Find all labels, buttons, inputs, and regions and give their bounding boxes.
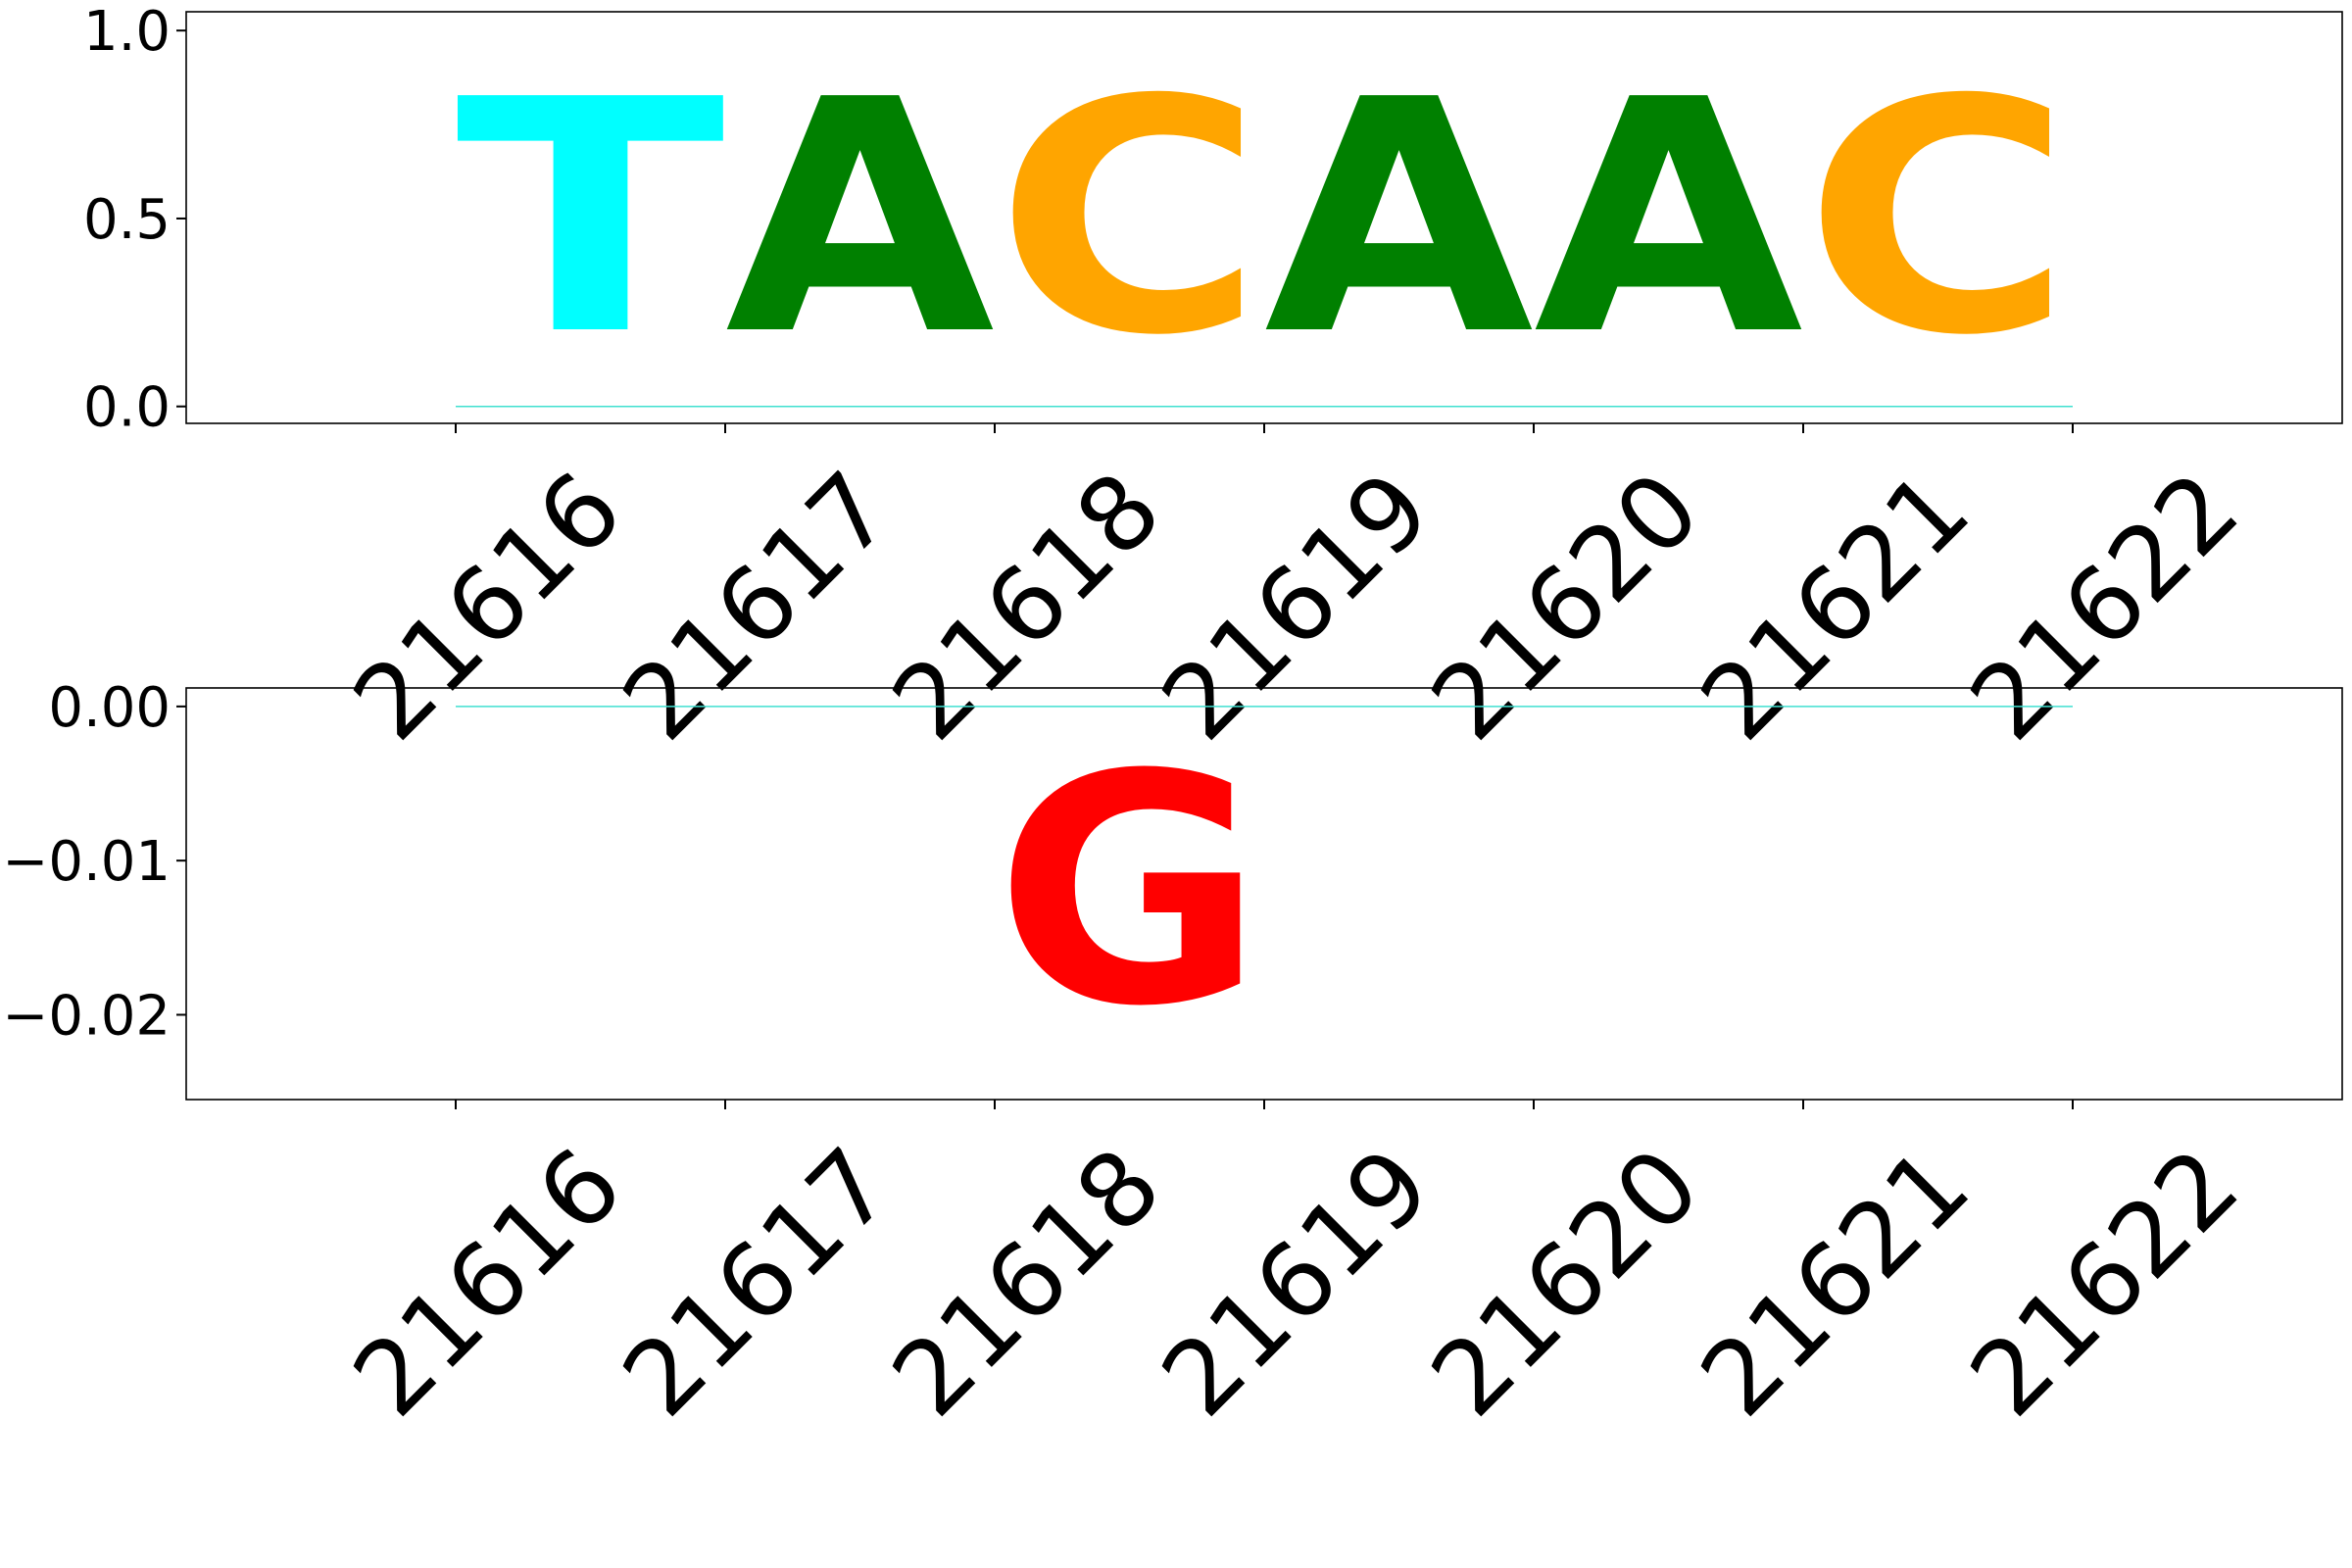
logo-letter-a-21619: A [1264,31,1537,406]
logo-letter-c-21621: C [1803,31,2073,406]
logo-letter-g-21618: G [995,708,1264,1076]
x-tick-label: 21616 [330,1125,644,1439]
x-tick-label: 21620 [1408,1125,1722,1439]
y-tick-label: −0.01 [2,830,171,894]
y-tick-label: 0.5 [83,188,171,252]
bottom-logo-panel: G 0.00 −0.01 −0.02 2161621617216182161921620… [2,676,2343,1439]
top-logo-panel: T A C A A C0.00.51.02161621617216182161921620… [83,0,2343,762]
x-tick-label: 21617 [600,1125,913,1439]
x-tick-label: 21618 [869,1125,1183,1439]
y-tick-label: 1.0 [83,0,171,64]
y-tick-label: 0.00 [48,676,171,740]
x-tick-label: 21621 [1678,1125,1991,1439]
x-tick-label: 21620 [1408,449,1722,762]
x-tick-label: 21622 [1947,1125,2261,1439]
y-tick-label: −0.02 [2,984,171,1048]
x-tick-label: 21619 [1139,1125,1452,1439]
logo-letter-t-21616: T [456,31,727,406]
x-tick-label: 21616 [330,449,644,762]
logo-letter-c-21618: C [995,31,1264,406]
y-tick-label: 0.0 [83,376,171,440]
x-tick-label: 21621 [1678,449,1991,762]
x-tick-label: 21622 [1947,449,2261,762]
logo-letter-a-21617: A [725,31,998,406]
logo-letter-a-21620: A [1534,31,1806,406]
x-tick-label: 21617 [600,449,913,762]
